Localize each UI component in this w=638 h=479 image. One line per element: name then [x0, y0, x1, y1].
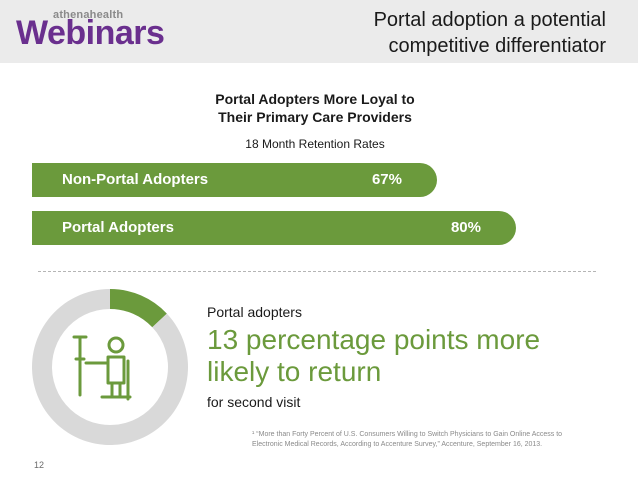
- bar-category-label: Portal Adopters: [62, 219, 174, 236]
- bar-portal-adopters: Portal Adopters 80%: [32, 211, 516, 245]
- footnote: ¹ “More than Forty Percent of U.S. Consu…: [252, 430, 592, 450]
- footnote-line-2: Electronic Medical Records, According to…: [252, 441, 543, 448]
- crutch-person-icon: [72, 335, 132, 401]
- stat-tail: for second visit: [207, 394, 301, 410]
- stat-headline: 13 percentage points more likely to retu…: [207, 324, 587, 388]
- footnote-line-1: ¹ “More than Forty Percent of U.S. Consu…: [252, 431, 563, 438]
- stat-headline-line-1: 13 percentage points more: [207, 324, 541, 355]
- return-rate-donut: [31, 289, 189, 445]
- webinars-logo: Webinars: [16, 14, 165, 52]
- chart-subtitle: 18 Month Retention Rates: [245, 137, 385, 151]
- donut-slice-return: [110, 289, 167, 328]
- bar-non-portal-adopters: Non-Portal Adopters 67%: [32, 163, 437, 197]
- stat-headline-line-2: likely to return: [207, 356, 382, 387]
- slide-header: athenahealth Webinars Portal adoption a …: [0, 0, 638, 63]
- athenahealth-logo: athenahealth: [53, 9, 124, 21]
- section-divider: [38, 271, 596, 272]
- chart-title-line-1: Portal Adopters More Loyal to: [215, 91, 415, 107]
- slide-title: Portal adoption a potential competitive …: [266, 7, 606, 59]
- chart-title-line-2: Their Primary Care Providers: [218, 109, 412, 125]
- bar-value-label: 67%: [371, 171, 402, 188]
- bar-value-label: 80%: [450, 219, 481, 236]
- retention-bar-chart: Non-Portal Adopters 67% Portal Adopters 80%: [32, 163, 552, 253]
- chart-title: Portal Adopters More Loyal to Their Prim…: [160, 90, 470, 126]
- bar-category-label: Non-Portal Adopters: [62, 171, 209, 188]
- page-number: 12: [34, 460, 45, 470]
- slide-title-line-1: Portal adoption a potential: [373, 9, 606, 31]
- slide-title-line-2: competitive differentiator: [388, 35, 606, 57]
- stat-intro: Portal adopters: [207, 304, 302, 320]
